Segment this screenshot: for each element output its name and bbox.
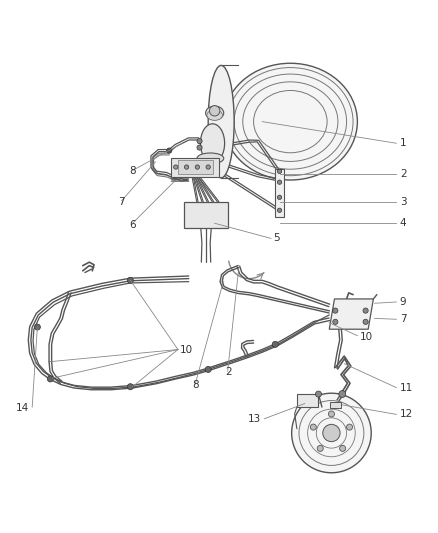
Circle shape bbox=[209, 106, 220, 116]
Circle shape bbox=[323, 424, 340, 442]
Circle shape bbox=[339, 391, 346, 398]
Text: 14: 14 bbox=[15, 403, 29, 414]
Circle shape bbox=[292, 393, 371, 473]
Text: 2: 2 bbox=[225, 367, 232, 377]
Circle shape bbox=[328, 411, 335, 417]
FancyBboxPatch shape bbox=[171, 158, 219, 176]
Circle shape bbox=[184, 165, 189, 169]
Circle shape bbox=[277, 180, 282, 184]
Circle shape bbox=[167, 148, 172, 153]
Circle shape bbox=[277, 208, 282, 213]
Circle shape bbox=[317, 446, 323, 451]
Circle shape bbox=[206, 165, 210, 169]
Polygon shape bbox=[329, 299, 373, 329]
FancyBboxPatch shape bbox=[275, 169, 284, 217]
Text: 3: 3 bbox=[400, 197, 406, 207]
Circle shape bbox=[205, 366, 211, 373]
Circle shape bbox=[127, 384, 134, 390]
Text: 5: 5 bbox=[273, 233, 280, 244]
Text: 8: 8 bbox=[129, 166, 136, 176]
Circle shape bbox=[272, 341, 278, 348]
Ellipse shape bbox=[208, 66, 234, 178]
Circle shape bbox=[197, 139, 202, 144]
Ellipse shape bbox=[207, 110, 223, 120]
Circle shape bbox=[277, 195, 282, 199]
Text: 4: 4 bbox=[400, 218, 406, 228]
Text: 1: 1 bbox=[400, 138, 406, 148]
Bar bbox=[330, 402, 341, 408]
Ellipse shape bbox=[205, 106, 224, 120]
Circle shape bbox=[34, 324, 40, 330]
Text: 9: 9 bbox=[400, 297, 406, 307]
Circle shape bbox=[333, 308, 338, 313]
Text: 7: 7 bbox=[400, 314, 406, 324]
Text: 2: 2 bbox=[400, 168, 406, 179]
Text: 7: 7 bbox=[118, 197, 125, 207]
Text: 8: 8 bbox=[192, 381, 199, 390]
Circle shape bbox=[47, 376, 53, 382]
Text: 6: 6 bbox=[129, 220, 136, 230]
Text: 11: 11 bbox=[400, 383, 413, 393]
Ellipse shape bbox=[223, 63, 357, 180]
FancyBboxPatch shape bbox=[184, 203, 228, 229]
Circle shape bbox=[277, 169, 282, 174]
FancyBboxPatch shape bbox=[178, 160, 212, 174]
Ellipse shape bbox=[201, 124, 225, 163]
Circle shape bbox=[310, 424, 316, 430]
FancyBboxPatch shape bbox=[297, 394, 318, 407]
Text: 13: 13 bbox=[248, 414, 261, 424]
Circle shape bbox=[363, 319, 368, 325]
Circle shape bbox=[346, 424, 353, 430]
Circle shape bbox=[195, 165, 200, 169]
Circle shape bbox=[339, 446, 346, 451]
Circle shape bbox=[363, 308, 368, 313]
Text: 10: 10 bbox=[360, 332, 373, 342]
Text: 10: 10 bbox=[180, 344, 193, 354]
Ellipse shape bbox=[197, 153, 224, 164]
Circle shape bbox=[315, 391, 321, 397]
Circle shape bbox=[197, 145, 202, 150]
Circle shape bbox=[173, 165, 178, 169]
Circle shape bbox=[333, 319, 338, 325]
Text: 12: 12 bbox=[400, 409, 413, 419]
Circle shape bbox=[127, 277, 134, 284]
